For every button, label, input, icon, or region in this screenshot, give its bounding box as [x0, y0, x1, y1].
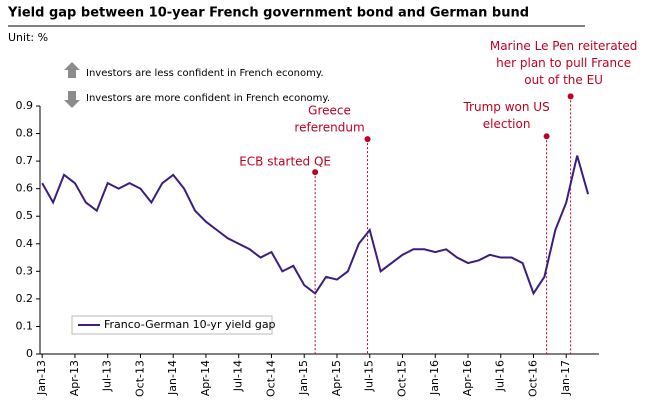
annotation-text: Greece — [308, 104, 351, 118]
annotation-text: election — [483, 117, 531, 131]
unit-label: Unit: % — [8, 31, 48, 44]
x-tick-label: Jul-16 — [494, 360, 507, 392]
y-tick-label: 0.6 — [16, 182, 34, 195]
x-tick-label: Oct-13 — [133, 360, 146, 397]
x-tick-label: Apr-14 — [199, 360, 212, 396]
annotation-dot — [312, 169, 319, 176]
annotation-text: referendum — [294, 121, 364, 135]
x-tick-label: Jul-13 — [101, 360, 114, 392]
annotation-text: Marine Le Pen reiterated — [490, 39, 638, 53]
y-tick-label: 0.1 — [16, 319, 34, 332]
x-tick-label: Jan-13 — [35, 360, 48, 396]
x-tick-label: Oct-14 — [264, 360, 277, 397]
annotation-text: out of the EU — [524, 73, 603, 87]
legend-box — [71, 315, 273, 335]
y-tick-label: 0.8 — [16, 127, 34, 140]
annotation-dot — [364, 136, 371, 143]
annotation-text: Trump won US — [462, 100, 549, 114]
x-tick-label: Oct-16 — [526, 360, 539, 397]
series-line — [41, 155, 590, 296]
annotation-dot — [567, 93, 574, 100]
up-arrow — [64, 62, 80, 78]
annotation-text: her plan to pull France — [496, 56, 631, 70]
x-tick-label: Jul-14 — [232, 360, 245, 392]
x-tick-label: Apr-16 — [461, 360, 474, 396]
y-tick-label: 0.3 — [16, 264, 34, 277]
x-tick-label: Apr-15 — [330, 360, 343, 396]
x-tick-label: Jan-16 — [428, 360, 441, 396]
y-tick-label: 0.2 — [16, 292, 34, 305]
chart-title: Yield gap between 10-year French governm… — [7, 6, 529, 21]
x-tick-label: Jul-15 — [363, 360, 376, 392]
x-tick-label: Jan-15 — [297, 360, 310, 396]
y-tick-label: 0.9 — [16, 99, 34, 112]
x-tick-label: Jan-17 — [559, 360, 572, 396]
x-tick-label: Apr-13 — [68, 360, 81, 396]
y-tick-label: 0 — [26, 347, 33, 360]
legend-label: Franco-German 10-yr yield gap — [104, 318, 276, 331]
x-tick-label: Jan-14 — [166, 360, 179, 396]
y-tick-label: 0.4 — [16, 237, 34, 250]
down-arrow — [64, 91, 80, 108]
y-tick-label: 0.7 — [16, 154, 34, 167]
annotation-dot — [543, 133, 550, 140]
note: Investors are more confident in French e… — [86, 93, 330, 104]
note: Investors are less confident in French e… — [86, 68, 324, 79]
y-tick-label: 0.5 — [16, 209, 34, 222]
annotation-text: ECB started QE — [239, 155, 331, 169]
x-tick-label: Oct-15 — [395, 360, 408, 397]
